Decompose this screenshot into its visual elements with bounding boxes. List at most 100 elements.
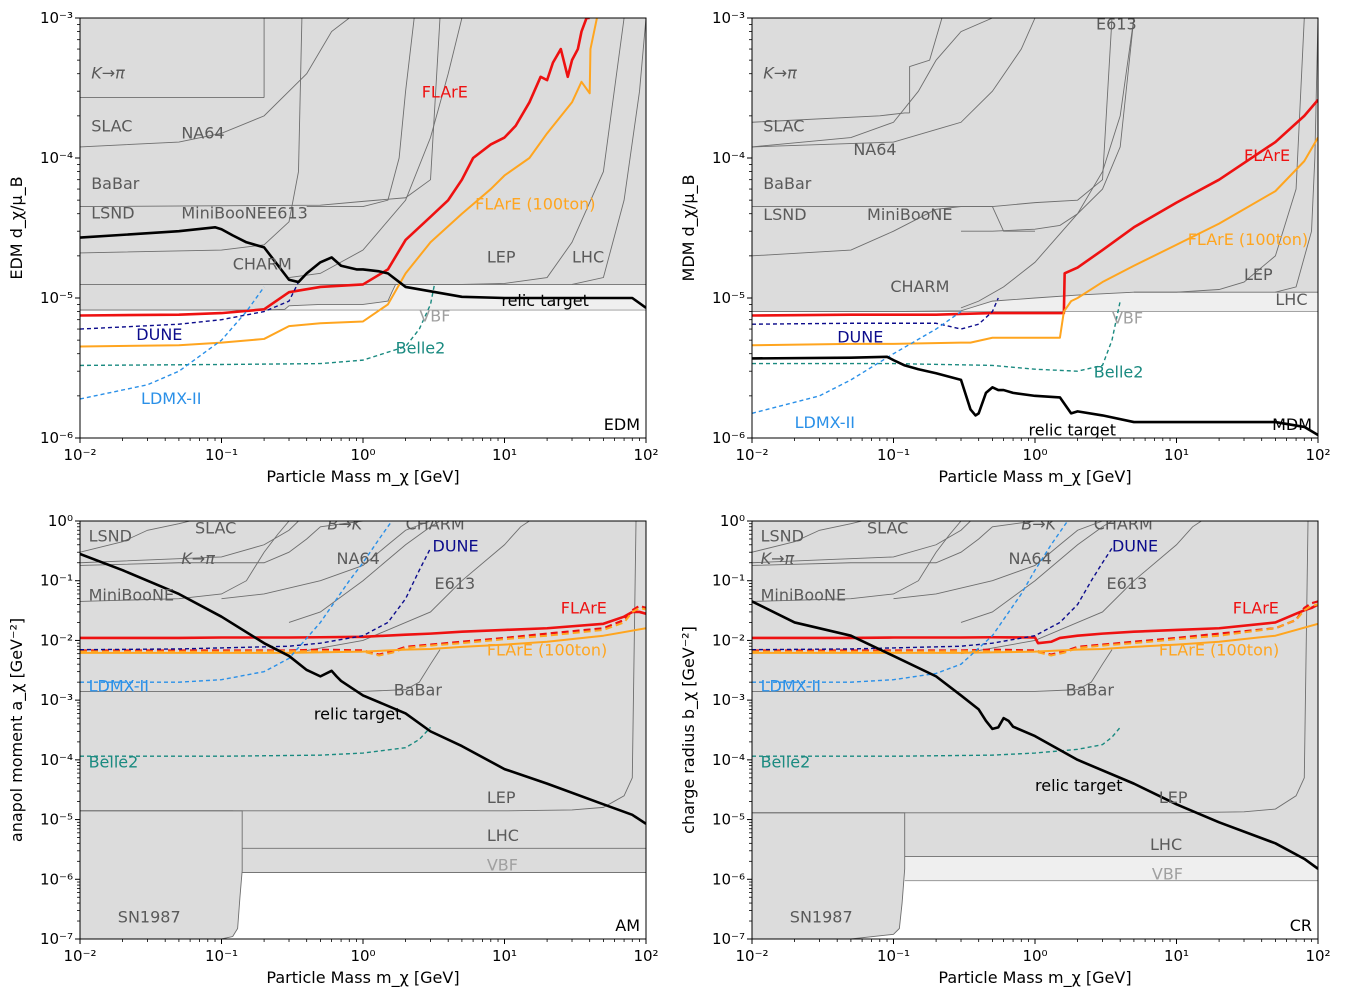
y-tick-label: 10⁻⁶ [40, 870, 73, 888]
na64-label: NA64 [853, 140, 896, 159]
y-tick-label: 10⁻⁷ [712, 930, 745, 948]
flare-100ton-line [752, 622, 1318, 654]
y-tick-label: 10⁻⁵ [712, 811, 745, 829]
x-tick-label: 10¹ [1164, 446, 1189, 464]
slac-boundary [752, 18, 1036, 148]
y-axis-label: charge radius b_χ [GeV⁻²] [679, 626, 699, 834]
belle2-line [752, 726, 1121, 757]
flare-100ton-label: FLArE (100ton) [1188, 230, 1308, 249]
ldmx-ii-label: LDMX-II [141, 389, 201, 408]
belle2-line [80, 726, 432, 757]
y-ticks: 10⁻⁶ 10⁻⁵ 10⁻⁴ 10⁻³ [40, 9, 80, 447]
dune-label: DUNE [837, 328, 883, 347]
y-tick-label: 10⁻⁵ [40, 289, 73, 307]
lep-boundary [752, 521, 1309, 814]
y-tick-label: 10⁻⁴ [40, 751, 73, 769]
y-tick-label: 10⁻² [40, 631, 73, 649]
y-tick-label: 10⁻⁵ [712, 289, 745, 307]
miniboone-boundary [752, 521, 962, 602]
x-tick-label: 10⁰ [1022, 446, 1047, 464]
lsnd-label: LSND [763, 205, 806, 224]
lsnd-label: LSND [91, 203, 134, 222]
vbf-label: VBF [419, 306, 450, 325]
na64-boundary [893, 521, 1103, 600]
lsnd-label: LSND [761, 527, 804, 546]
y-tick-label: 10⁻⁶ [40, 429, 73, 447]
ldmx-ii-label: LDMX-II [89, 676, 149, 695]
lep-label: LEP [487, 247, 516, 266]
slac-label: SLAC [763, 116, 804, 135]
x-tick-label: 10⁰ [1022, 947, 1047, 965]
e613-label: E613 [267, 203, 308, 222]
y-axis-label: EDM d_χ/μ_B [7, 176, 27, 279]
belle2-label: Belle2 [396, 339, 446, 358]
x-ticks: 10⁻² 10⁻¹ 10⁰ 10¹ 10² [63, 438, 659, 464]
e613-label: E613 [1106, 574, 1147, 593]
charm-label: CHARM [406, 515, 465, 534]
flare-label: FLArE [1233, 599, 1279, 618]
am-plot-area: LSND SLAC B→K CHARM K→π NA64 MiniBooNE E613 BaBa… [80, 515, 646, 939]
lsnd-boundary [80, 521, 191, 553]
miniboone-label: MiniBooNE [89, 585, 174, 604]
k-to-label: K→π [181, 549, 215, 568]
x-ticks: 10⁻² 10⁻¹ 10⁰ 10¹ 10² [735, 939, 1331, 965]
y-tick-label: 10⁻⁶ [712, 870, 745, 888]
x-tick-label: 10⁻¹ [205, 446, 238, 464]
y-tick-label: 10⁻² [712, 631, 745, 649]
x-tick-label: 10² [633, 947, 658, 965]
relic-target-line [80, 552, 646, 825]
y-ticks: 10⁻⁶ 10⁻⁵ 10⁻⁴ 10⁻³ [712, 9, 752, 447]
y-ticks: 10⁻⁷ 10⁻⁶ 10⁻⁵ 10⁻⁴ 10⁻³ 10⁻² 10⁻¹ 10⁰ [40, 512, 80, 948]
x-tick-label: 10² [1305, 446, 1330, 464]
flare-dashed-line [80, 604, 646, 656]
x-tick-label: 10⁰ [350, 446, 375, 464]
b-to-k-label: B→K [327, 515, 363, 534]
excluded-boundary [752, 291, 1318, 313]
babar-boundary [80, 18, 441, 207]
y-tick-label: 10⁰ [720, 512, 745, 530]
relic-target-line [752, 355, 1318, 437]
x-tick-label: 10⁻² [735, 947, 768, 965]
lep-boundary [1133, 18, 1305, 293]
vbf-region [80, 284, 646, 311]
excluded-region [752, 521, 1318, 857]
vbf-region [904, 856, 1318, 881]
sn1987-label: SN1987 [790, 907, 853, 926]
relic-target-label: relic target [1035, 776, 1123, 795]
k-to-boundary [909, 18, 962, 113]
miniboone-label: MiniBooNE [761, 585, 846, 604]
miniboone-boundary [80, 18, 303, 254]
babar-label: BaBar [1066, 680, 1115, 699]
edm-plot-area: K→π SLAC NA64 BaBar LSND MiniBooNE E613 CHARM LE… [80, 18, 646, 408]
na64-label: NA64 [181, 123, 224, 142]
flare-100ton-label: FLArE (100ton) [475, 194, 595, 213]
y-tick-label: 10⁻³ [712, 9, 745, 27]
vbf-label: VBF [1112, 308, 1143, 327]
mdm-plot-area: E613 K→π SLAC NA64 BaBar LSND MiniBooNE CHARM LE… [752, 18, 1318, 440]
panel-tag: AM [615, 916, 640, 935]
panel-tag: EDM [604, 415, 640, 434]
x-tick-label: 10⁻¹ [877, 446, 910, 464]
ldmx-ii-line [752, 521, 1069, 683]
dune-label: DUNE [433, 536, 479, 555]
y-tick-label: 10⁻¹ [712, 572, 745, 590]
flare-100ton-dashed-line [752, 603, 1318, 657]
na64-boundary [752, 18, 993, 148]
relic-target-label: relic target [1029, 421, 1117, 440]
x-tick-label: 10⁻² [63, 947, 96, 965]
charm-boundary [288, 521, 441, 623]
flare-100ton-label: FLArE (100ton) [487, 640, 607, 659]
flare-100ton-line [80, 627, 646, 654]
charm-label: CHARM [233, 254, 292, 273]
excluded-region [752, 18, 1318, 312]
belle2-line [80, 284, 436, 367]
e613-boundary [960, 521, 1202, 655]
slac-label: SLAC [867, 518, 908, 537]
flare-100ton-dashed-line [80, 606, 646, 657]
na64-boundary [221, 521, 431, 600]
x-tick-label: 10² [1305, 947, 1330, 965]
babar-label: BaBar [91, 174, 140, 193]
lep-label: LEP [1159, 788, 1188, 807]
flare-line [752, 99, 1318, 317]
mdm-panel: E613 K→π SLAC NA64 BaBar LSND MiniBooNE CHARM LE… [679, 9, 1331, 487]
